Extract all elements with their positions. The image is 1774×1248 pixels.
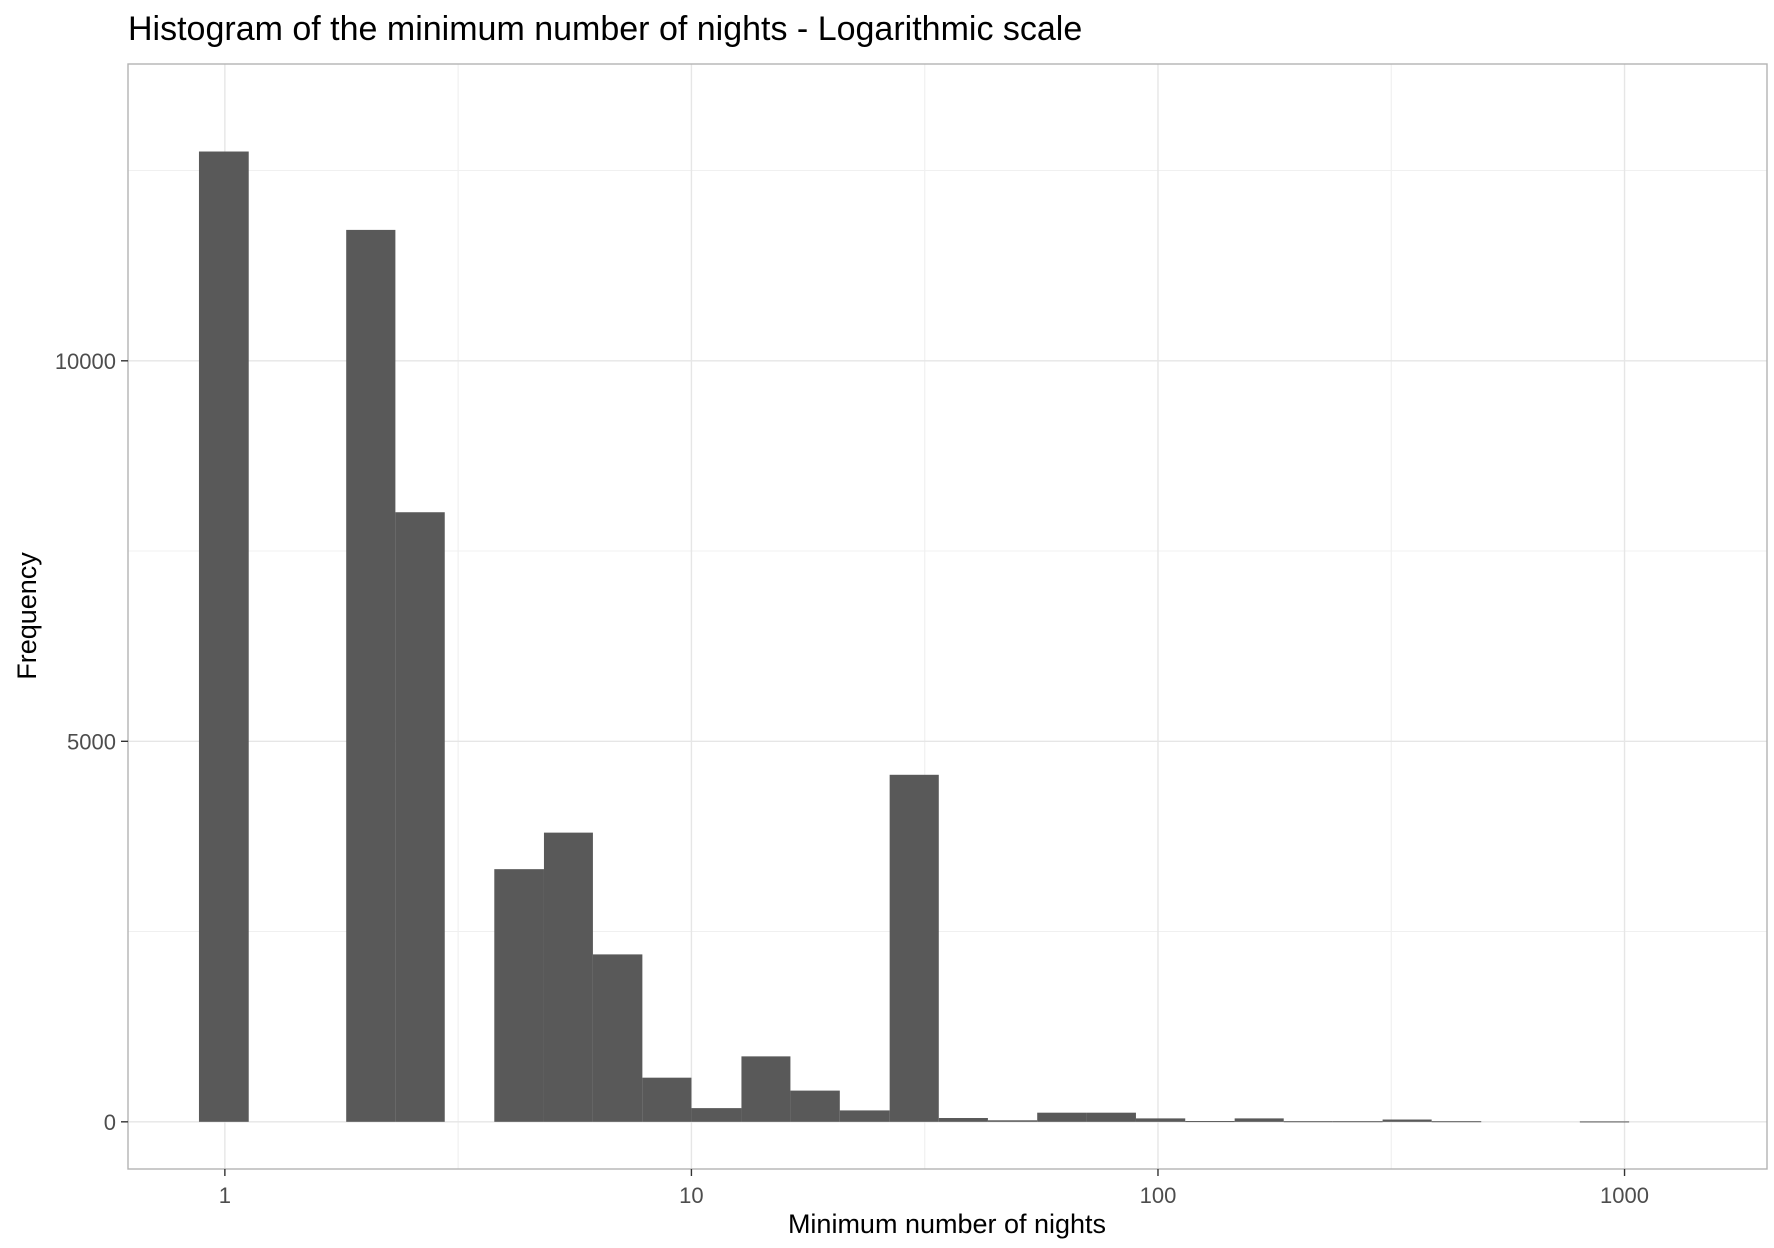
histogram-bar bbox=[1382, 1119, 1432, 1122]
histogram-bar bbox=[1234, 1118, 1284, 1122]
histogram-bar bbox=[592, 954, 643, 1122]
histogram-bars bbox=[198, 151, 1630, 1123]
x-tick-label: 1000 bbox=[1600, 1183, 1649, 1208]
histogram-bar bbox=[346, 229, 396, 1122]
histogram-bar bbox=[1431, 1121, 1482, 1123]
histogram-bar bbox=[938, 1118, 988, 1122]
x-tick-label: 1 bbox=[219, 1183, 231, 1208]
chart-title: Histogram of the minimum number of night… bbox=[128, 10, 1082, 48]
histogram-bar bbox=[198, 151, 249, 1122]
histogram-bar bbox=[741, 1056, 791, 1122]
y-axis-title: Frequency bbox=[12, 552, 42, 680]
histogram-bar bbox=[1086, 1112, 1136, 1122]
histogram-bar bbox=[839, 1110, 890, 1122]
y-tick-label: 10000 bbox=[55, 349, 116, 374]
histogram-bar bbox=[1037, 1112, 1087, 1122]
histogram-bar bbox=[889, 774, 939, 1122]
x-axis-title: Minimum number of nights bbox=[788, 1209, 1106, 1239]
y-tick-label: 0 bbox=[104, 1110, 116, 1135]
y-tick-label: 5000 bbox=[67, 729, 116, 754]
histogram-bar bbox=[1332, 1121, 1383, 1123]
histogram-bar bbox=[1283, 1121, 1333, 1123]
histogram-bar bbox=[790, 1090, 840, 1122]
plot-panel-border bbox=[127, 63, 1768, 1170]
histogram-bar bbox=[543, 832, 593, 1122]
histogram-bar bbox=[642, 1077, 692, 1122]
histogram-bar bbox=[691, 1108, 742, 1122]
histogram-bar bbox=[987, 1120, 1038, 1122]
x-axis-ticks: 1 10 100 1000 bbox=[219, 1169, 1649, 1208]
x-tick-label: 100 bbox=[1140, 1183, 1177, 1208]
x-tick-label: 10 bbox=[679, 1183, 703, 1208]
y-axis-ticks: 0 5000 10000 bbox=[55, 349, 128, 1135]
histogram-bar bbox=[1185, 1121, 1235, 1123]
histogram-bar bbox=[1135, 1118, 1186, 1122]
histogram-bar bbox=[494, 869, 544, 1122]
histogram-bar bbox=[1579, 1121, 1630, 1123]
histogram-bar bbox=[395, 512, 445, 1122]
